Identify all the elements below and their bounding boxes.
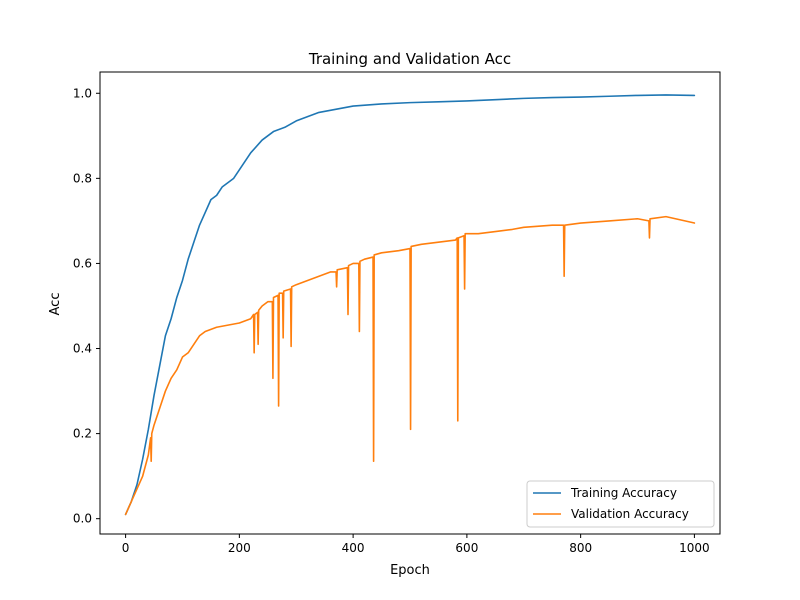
y-tick-label: 0.0: [73, 512, 92, 526]
x-tick-label: 400: [342, 541, 365, 555]
y-tick-label: 0.2: [73, 427, 92, 441]
axes: 0 200 400 600 800 1000 0.0 0.2 0.4 0.6 0.8 1.0: [73, 71, 721, 555]
chart-title: Training and Validation Acc: [308, 50, 511, 68]
x-tick-label: 1000: [679, 541, 710, 555]
plot-area: [124, 94, 696, 516]
legend-label-training-accuracy: Training Accuracy: [570, 486, 677, 500]
y-tick-label: 0.8: [73, 171, 92, 185]
y-tick-label: 1.0: [73, 86, 92, 100]
series-line-validation-accuracy: [124, 215, 696, 516]
x-tick-label: 200: [228, 541, 251, 555]
plot-frame: [99, 71, 721, 535]
legend-box: [526, 480, 715, 528]
x-axis-label: Epoch: [390, 563, 430, 578]
x-tick-label: 600: [455, 541, 478, 555]
series-line-training-accuracy: [124, 94, 696, 516]
y-tick-label: 0.6: [73, 256, 92, 270]
legend: Training Accuracy Validation Accuracy: [526, 480, 715, 528]
x-tick-label: 0: [122, 541, 130, 555]
x-tick-label: 800: [569, 541, 592, 555]
y-tick-label: 0.4: [73, 342, 92, 356]
y-axis-label: Acc: [48, 293, 63, 316]
legend-label-validation-accuracy: Validation Accuracy: [571, 507, 689, 521]
